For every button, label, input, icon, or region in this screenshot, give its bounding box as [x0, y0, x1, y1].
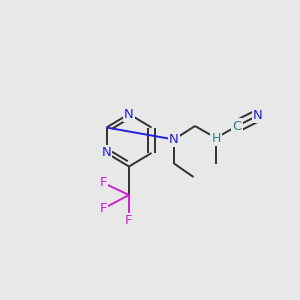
Text: N: N: [124, 107, 134, 121]
Text: H: H: [211, 131, 221, 145]
Text: C: C: [232, 119, 242, 133]
Text: N: N: [253, 109, 263, 122]
Text: N: N: [169, 133, 179, 146]
Text: F: F: [100, 202, 107, 215]
Text: F: F: [125, 214, 133, 227]
Text: N: N: [102, 146, 111, 160]
Text: F: F: [100, 176, 107, 190]
